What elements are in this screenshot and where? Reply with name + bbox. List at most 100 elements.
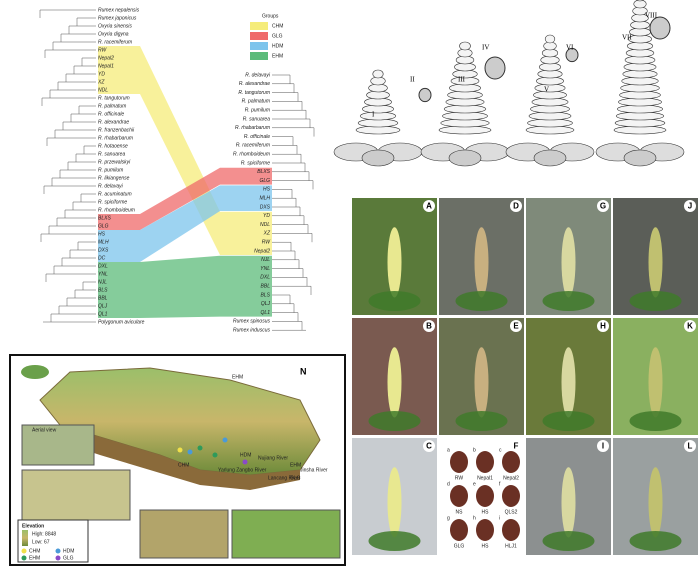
site-marker xyxy=(187,449,193,455)
left-taxon: DXL xyxy=(98,263,108,269)
seed xyxy=(476,519,494,541)
leaf xyxy=(533,149,567,167)
right-taxon: R. rhomboideum xyxy=(233,152,270,158)
panel-badge xyxy=(684,440,696,452)
legend-title: Elevation xyxy=(22,523,44,529)
plant xyxy=(561,347,576,418)
seed-letter: h xyxy=(473,515,476,521)
panel-letter: J xyxy=(688,202,692,211)
plant xyxy=(561,467,576,538)
left-taxon: BBL xyxy=(98,295,108,301)
panel-badge xyxy=(684,200,696,212)
inset-profile xyxy=(139,509,229,559)
elev-bar xyxy=(22,530,28,546)
seed-name: QLS2 xyxy=(505,509,518,515)
legend-label: GLG xyxy=(63,555,74,561)
left-taxon: R. franzenbachii xyxy=(98,127,135,133)
left-taxon: Oxyria sinensis xyxy=(98,23,132,29)
seed xyxy=(450,485,468,507)
leaves xyxy=(368,530,421,551)
seed-name: HS xyxy=(482,509,490,515)
left-taxon: R. rhomboideum xyxy=(98,207,135,213)
left-taxon: NDL xyxy=(98,87,108,93)
region-label: CHM xyxy=(178,462,189,468)
right-taxon: R. officinale xyxy=(244,134,270,140)
seed-letter: f xyxy=(499,481,501,487)
legend-marker xyxy=(21,555,27,561)
left-taxon: R. alexandrae xyxy=(98,119,129,125)
seed xyxy=(502,485,520,507)
left-taxon: GLG xyxy=(98,223,109,229)
right-taxon: NDL xyxy=(260,222,270,228)
right-taxon: YNL xyxy=(260,266,270,272)
right-taxon: XZ xyxy=(263,231,271,237)
panel-badge xyxy=(597,440,609,452)
seed xyxy=(502,519,520,541)
right-taxon: R. alexandrae xyxy=(239,81,270,87)
group-band xyxy=(98,167,272,230)
panel-letter: H xyxy=(600,322,606,331)
legend-marker xyxy=(21,548,27,554)
right-taxon: YD xyxy=(263,213,270,219)
leaves xyxy=(542,530,595,551)
seed xyxy=(450,519,468,541)
panel-letter: A xyxy=(426,202,432,211)
plant xyxy=(474,347,489,418)
leaves xyxy=(455,290,508,311)
left-taxon: Rumex nepalensis xyxy=(98,7,140,13)
numeral: IV xyxy=(482,44,489,52)
river-label: Jinsha River xyxy=(300,467,328,473)
panel-badge xyxy=(597,320,609,332)
legend-label: EHM xyxy=(272,53,283,59)
north-arrow: N xyxy=(300,366,307,376)
panel-letter: F xyxy=(514,442,519,451)
left-taxon: R. acuminatum xyxy=(98,191,132,197)
plant xyxy=(387,227,402,298)
legend-swatch xyxy=(250,32,268,40)
seed xyxy=(476,451,494,473)
right-taxon: R. pumilum xyxy=(245,108,270,114)
numeral: VI xyxy=(566,44,574,52)
left-taxon: DXS xyxy=(98,247,109,253)
inset-aerial xyxy=(21,424,95,466)
numeral: I xyxy=(372,111,375,119)
left-taxon: R. rhabarbarum xyxy=(98,135,133,141)
seed-letter: b xyxy=(473,447,476,453)
left-taxon: R. delavayi xyxy=(98,183,124,189)
legend-low: Low: 67 xyxy=(32,539,50,545)
river-label: Yarlung Zangbo River xyxy=(218,467,267,473)
site-marker xyxy=(222,437,228,443)
right-taxon: BLXS xyxy=(257,169,270,175)
inset-label: Aerial view xyxy=(32,427,57,433)
left-taxon: R. przewalskyi xyxy=(98,159,131,165)
right-taxon: QL1 xyxy=(261,310,271,316)
right-taxon: GLG xyxy=(259,178,270,184)
panel-letter: L xyxy=(688,442,693,451)
panel-badge xyxy=(423,440,435,452)
left-taxon: R. tangutorum xyxy=(98,95,130,101)
legend-label: CHM xyxy=(29,548,40,554)
panel-letter: K xyxy=(687,322,693,331)
leaf xyxy=(361,149,395,167)
seed-letter: e xyxy=(473,481,476,487)
right-taxon: R. palmatum xyxy=(242,99,270,105)
legend-swatch xyxy=(250,52,268,60)
right-taxon: BLS xyxy=(261,292,271,298)
river-label: Lancang River xyxy=(268,475,301,481)
legend-marker xyxy=(55,548,61,554)
seed-name: NS xyxy=(456,509,464,515)
right-taxon: QLJ xyxy=(261,301,271,307)
group-band xyxy=(98,46,272,255)
seed-letter: a xyxy=(447,447,450,453)
seed-letter: g xyxy=(447,515,450,521)
inflorescence xyxy=(636,0,644,2)
seed-name: HLJ1 xyxy=(505,543,517,549)
panel-letter: I xyxy=(602,442,604,451)
left-taxon: QL1 xyxy=(98,311,108,317)
left-taxon: YD xyxy=(98,71,105,77)
numeral: VII xyxy=(622,34,632,42)
river-label: Nujiang River xyxy=(258,455,288,461)
seed-name: Nepal1 xyxy=(477,475,493,481)
leaves xyxy=(368,290,421,311)
